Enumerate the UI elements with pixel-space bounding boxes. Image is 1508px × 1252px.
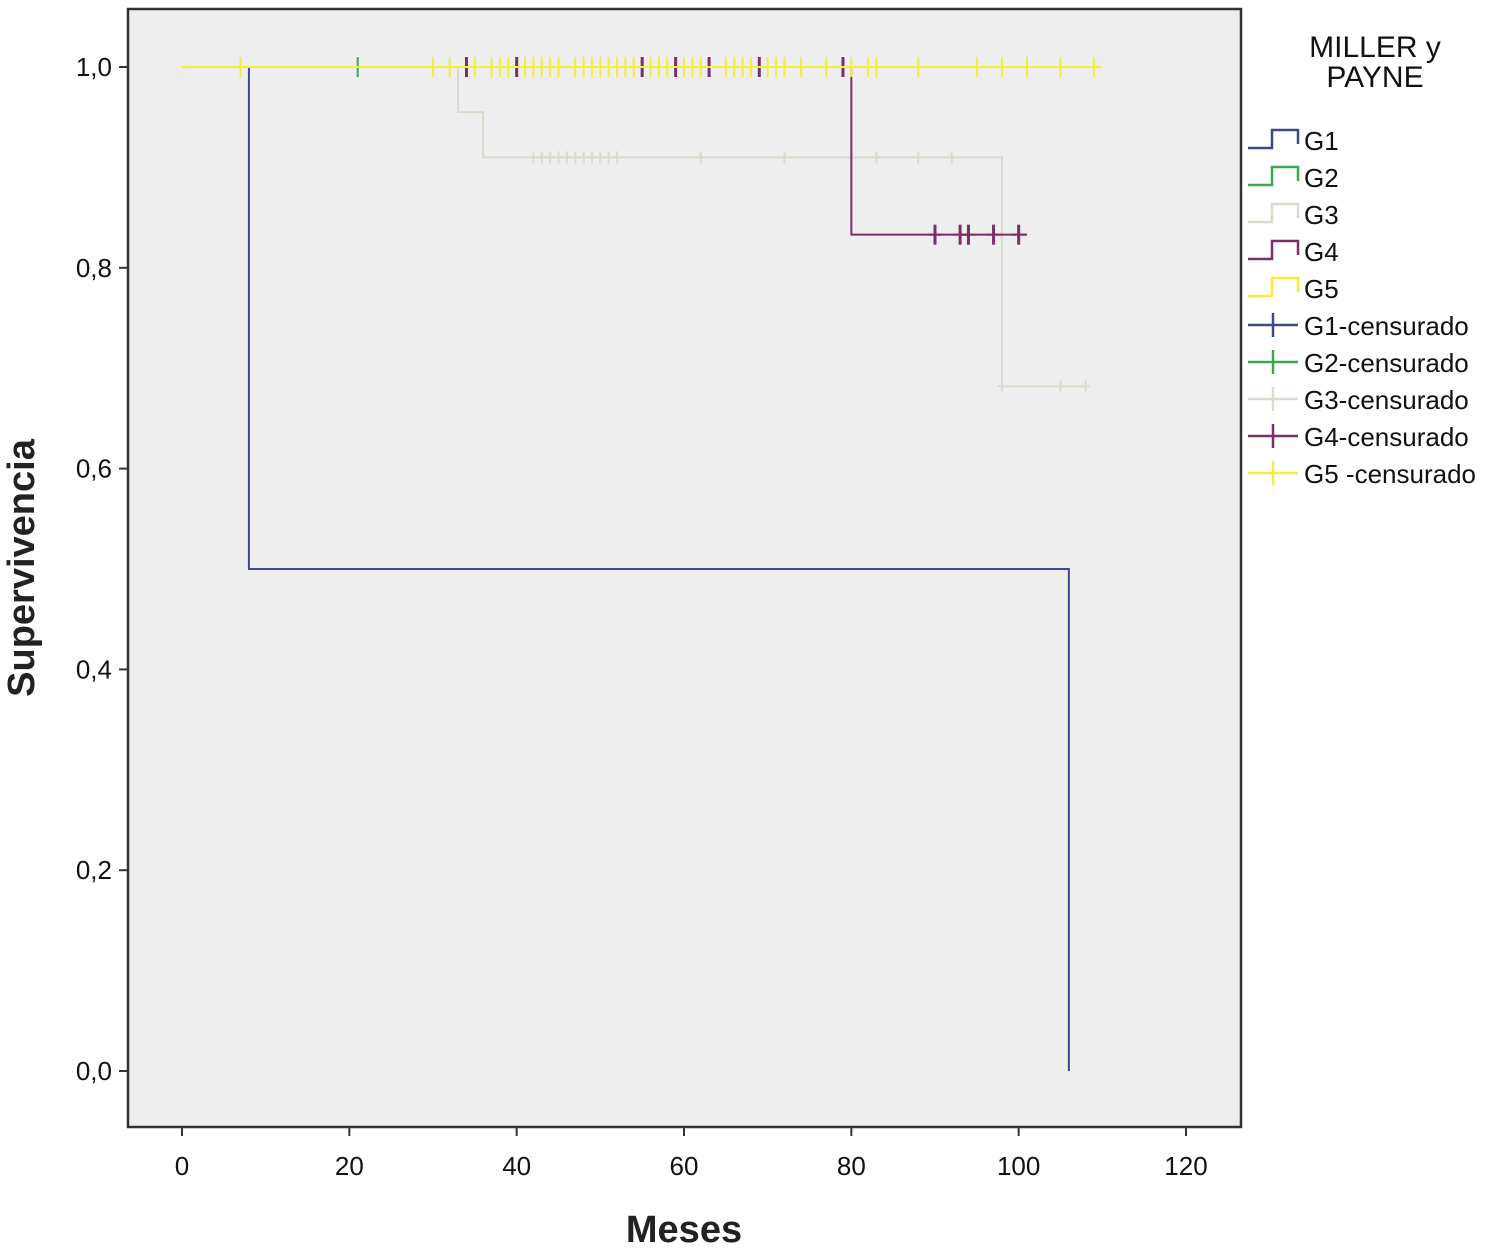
y-tick-label: 1,0	[76, 52, 112, 82]
y-tick-label: 0,0	[76, 1056, 112, 1086]
legend-label-g1-censurado: G1-censurado	[1304, 311, 1469, 341]
legend-label-g2: G2	[1304, 163, 1339, 193]
legend-label-g4-censurado: G4-censurado	[1304, 422, 1469, 452]
x-tick-label: 60	[670, 1151, 699, 1181]
series-line-g3	[182, 66, 1086, 388]
legend-swatch-g1	[1248, 128, 1300, 150]
legend-label-g2-censurado: G2-censurado	[1304, 348, 1469, 378]
y-tick-label: 0,4	[76, 654, 112, 684]
x-tick-label: 100	[997, 1151, 1040, 1181]
legend-label-g3: G3	[1304, 200, 1339, 230]
legend-swatch-g5	[1248, 276, 1300, 298]
legend-title-line: MILLER y	[1309, 31, 1441, 64]
series-g3	[182, 66, 1090, 393]
legend-swatch-g4	[1248, 239, 1300, 261]
x-tick-label: 40	[502, 1151, 531, 1181]
x-tick-label: 20	[335, 1151, 364, 1181]
series-g5	[182, 57, 1101, 77]
legend-swatch-g2	[1248, 165, 1300, 187]
y-tick-label: 0,2	[76, 855, 112, 885]
legend-title-line: PAYNE	[1326, 61, 1423, 94]
legend-label-g3-censurado: G3-censurado	[1304, 385, 1469, 415]
x-tick-label: 80	[837, 1151, 866, 1181]
y-tick-label: 0,8	[76, 253, 112, 283]
y-tick-label: 0,6	[76, 454, 112, 484]
legend-label-g4: G4	[1304, 237, 1339, 267]
legend-label-g1: G1	[1304, 126, 1339, 156]
x-tick-label: 0	[175, 1151, 189, 1181]
x-axis-title: Meses	[626, 1209, 742, 1251]
legend-label-g5: G5	[1304, 274, 1339, 304]
x-tick-label: 120	[1164, 1151, 1207, 1181]
y-axis-title: Supervivencia	[1, 438, 43, 697]
legend-label-g5-censurado: G5 -censurado	[1304, 459, 1476, 489]
legend-swatch-g3	[1248, 202, 1300, 224]
series-layer	[182, 57, 1101, 1071]
axes-layer: 0 20 40 60 80 100 120 0,0 0,2 0,4 0,6 0,8 1,0	[76, 52, 1208, 1181]
